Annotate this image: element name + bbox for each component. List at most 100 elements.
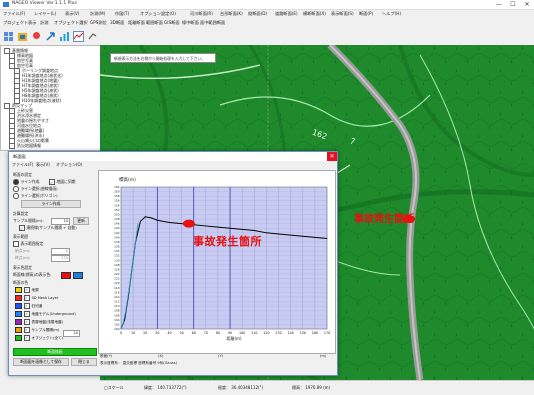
arrow-icon[interactable] [45,31,56,42]
subbar-distance[interactable]: 距離断面 [128,20,145,25]
legend-swatch [15,327,22,333]
tree-node[interactable]: 防災地図情報 [9,143,41,149]
start-input[interactable]: 0 [51,247,70,255]
y-tick-label: 108 [114,309,120,313]
tree-node-label: 標高地図 [17,53,33,58]
legend-item[interactable]: ✓ 表層地盤(浅層地盤) [15,319,63,325]
menu-file[interactable]: ファイル(F) [3,11,26,16]
legend-checkbox[interactable]: ✓ [24,287,30,293]
y-tick-label: 114 [114,295,120,299]
scale-toggle[interactable]: □スケール [104,385,124,390]
subbar-object[interactable]: オブジェクト選択 [54,20,88,25]
maximize-button[interactable]: ☐ [510,1,516,8]
legend-checkbox[interactable]: ✓ [24,319,30,325]
x-tick-label: 140 [287,331,293,335]
series-point-1 [125,310,127,312]
dialog-close-button[interactable]: ✕ [327,152,337,161]
menu-display-section[interactable]: 表示断面(S) [331,11,354,16]
legend-checkbox[interactable]: ✓ [24,327,30,333]
menu-trapezoid[interactable]: 台形断面(K) [220,11,243,16]
legend-checkbox[interactable]: ✓ [24,335,30,341]
plot-area [120,186,328,330]
tree-checkbox[interactable] [4,48,10,54]
tree-node[interactable]: 基盤情報 [4,48,28,54]
legend-item[interactable]: ✓ 旧河道 [15,303,42,309]
menu-longitudinal[interactable]: 縦断面(D) [248,11,268,16]
menu-section[interactable]: 断面(P) [359,11,374,16]
tree-checkbox[interactable] [9,63,15,69]
grid-icon[interactable] [3,31,14,42]
tree-checkbox[interactable] [4,103,10,109]
menu-view[interactable]: 表示(V) [65,11,80,16]
subbar-line[interactable]: 線中断面 [182,20,199,25]
y-tick-label: 102 [114,322,120,326]
menu-layer[interactable]: レイヤー(L) [34,11,57,16]
map-tooltip: 新規表示方法を右側から開始処理を入力して下さい。 [110,53,216,63]
tree-node[interactable]: H10年調査地点(液状) [14,98,61,104]
marker-icon[interactable] [31,31,42,42]
legend-item[interactable]: ✓ 地層 [15,287,39,293]
legend-item[interactable]: ✓ 地盤モデル(Underground) [15,311,76,317]
y-tick-label: 148 [114,217,120,221]
legend-checkbox[interactable]: ✓ [24,295,30,301]
menu-help[interactable]: ヘルプ(H) [382,11,401,16]
settings-icon[interactable] [87,31,98,42]
dialog-menu-file[interactable]: ファイル(F) [12,162,34,167]
check-sync-map[interactable]: ✓ 地図に同期 [49,179,76,186]
sampling-input[interactable]: 10 [51,217,70,225]
dialog-close-text-button[interactable]: 閉じる [71,358,97,366]
subbar-gis[interactable]: GIS断面 [164,20,180,25]
legend-checkbox[interactable]: ✓ [24,311,30,317]
subbar-view[interactable]: 表示 [28,20,37,25]
dialog-menu-view[interactable]: 表示(V) [36,162,50,167]
legend-item[interactable]: ✓ オブジェクト(全て) [15,335,63,341]
sample-input[interactable]: 10 [63,330,80,337]
legend-item[interactable]: ✓ サンプル間隔(m) [15,327,59,333]
series-point-0 [326,238,328,239]
minimize-button[interactable]: — [496,1,502,8]
menu-road[interactable]: 道路断面(E) [275,11,298,16]
update-button[interactable]: 更新 [73,217,89,225]
save-image-button[interactable]: 断面図を画像として保存 [13,358,69,366]
radio-polyline[interactable]: ライン選択(曲線描画) [13,186,58,192]
legend-label: 旧河道 [31,304,43,308]
radio-polygon[interactable]: ライン選択(ポリゴン) [13,193,58,199]
menu-measure[interactable]: 計測(M) [90,11,106,16]
menu-cross[interactable]: 横断断面(X) [303,11,326,16]
menu-options[interactable]: オプション設定(O) [140,11,176,16]
radio-line-create[interactable]: ライン作成 [13,179,39,185]
subbar-gps[interactable]: GPS測位 [90,20,107,25]
series-point-1 [130,278,132,279]
tree-checkbox[interactable] [9,143,15,149]
menu-draw[interactable]: 作図(T) [115,11,130,16]
check-continuous[interactable]: ✓ 連続線(サンプル間隔 + 自動) [19,225,77,232]
legend-item[interactable]: ✓ 3D Mesh Layer [15,295,58,301]
subbar-measure[interactable]: 計測 [40,20,49,25]
chart-icon[interactable] [59,31,70,42]
line-create-button[interactable]: ライン作成 [21,200,81,208]
menu-river[interactable]: 河川断面(R) [190,11,213,16]
check-range[interactable]: 表示範囲指定 [13,241,43,247]
color-swatch-blue[interactable] [73,271,83,279]
dialog-menu-options[interactable]: オプション(O) [56,162,83,167]
layers-icon[interactable] [17,31,28,42]
y-tick-label: 162 [114,185,120,189]
tree-node[interactable]: 航空写真 [9,63,33,69]
x-tick-label: 60 [192,331,196,335]
x-tick-label: 130 [275,331,281,335]
draw-section-button[interactable]: 断面描画 [13,348,97,356]
end-input[interactable]: 170 [51,254,70,262]
tree-checkbox[interactable] [14,98,20,104]
series-point-0 [278,233,279,235]
close-button[interactable]: ✕ [524,1,530,8]
subbar-area[interactable]: 面中範囲断面 [200,20,226,25]
profile-icon[interactable] [73,31,84,42]
legend-checkbox[interactable]: ✓ [24,303,30,309]
color-swatch-red[interactable] [61,271,71,279]
map-tooltip-text: 新規表示方法を右側から開始処理を入力して下さい。 [114,55,206,61]
subbar-project[interactable]: プロジェクト [3,20,29,25]
subbar-3d[interactable]: 3D断面 [110,20,125,25]
tree-node-label: 基盤情報 [12,48,28,53]
subbar-range[interactable]: 範囲断面 [146,20,163,25]
tree-node[interactable]: 防災マップ [4,103,32,109]
